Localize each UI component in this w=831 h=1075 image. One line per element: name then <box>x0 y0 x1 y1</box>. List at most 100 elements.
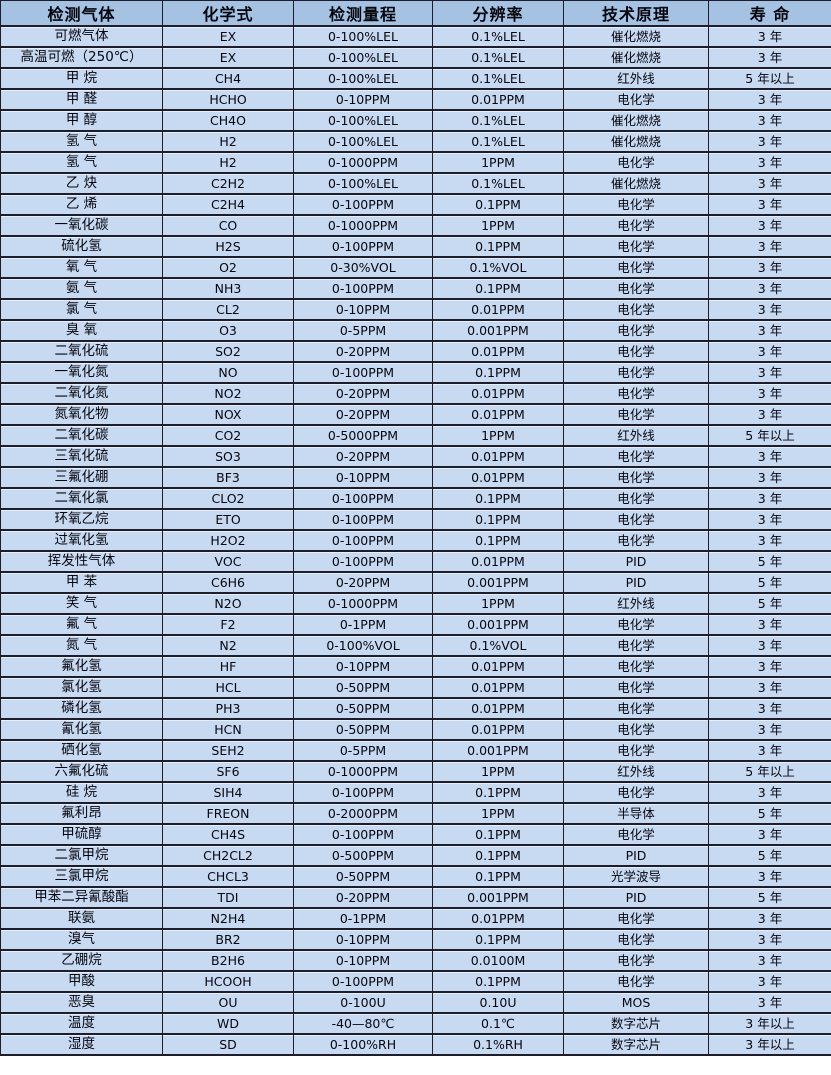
cell-formula: HCHO <box>162 88 294 111</box>
cell-gas: 氰化氢 <box>0 718 163 741</box>
cell-principle: 数字芯片 <box>563 1033 709 1056</box>
cell-principle: 电化学 <box>563 88 709 111</box>
cell-range: 0-20PPM <box>293 571 433 594</box>
cell-range: 0-1000PPM <box>293 151 433 174</box>
cell-formula: HCOOH <box>162 970 294 993</box>
cell-resolution: 0.001PPM <box>432 739 564 762</box>
cell-formula: CH4 <box>162 67 294 90</box>
cell-resolution: 0.01PPM <box>432 550 564 573</box>
table-row: 氢 气 H2 0-1000PPM 1PPM 电化学 3 年 <box>0 151 831 174</box>
cell-principle: 电化学 <box>563 403 709 426</box>
cell-gas: 硫化氢 <box>0 235 163 258</box>
cell-lifespan: 3 年 <box>708 130 831 153</box>
cell-lifespan: 3 年 <box>708 172 831 195</box>
cell-lifespan: 3 年 <box>708 718 831 741</box>
cell-principle: 电化学 <box>563 235 709 258</box>
cell-principle: 电化学 <box>563 508 709 531</box>
cell-gas: 一氧化氮 <box>0 361 163 384</box>
cell-formula: NO <box>162 361 294 384</box>
table-row: 高温可燃（250℃） EX 0-100%LEL 0.1%LEL 催化燃烧 3 年 <box>0 46 831 69</box>
cell-formula: BF3 <box>162 466 294 489</box>
cell-range: 0-10PPM <box>293 88 433 111</box>
col-header-resolution: 分辨率 <box>432 0 564 27</box>
cell-range: 0-10PPM <box>293 928 433 951</box>
cell-principle: PID <box>563 886 709 909</box>
cell-range: 0-1000PPM <box>293 760 433 783</box>
cell-formula: NH3 <box>162 277 294 300</box>
cell-range: 0-100PPM <box>293 529 433 552</box>
cell-lifespan: 3 年 <box>708 256 831 279</box>
cell-formula: C6H6 <box>162 571 294 594</box>
cell-gas: 氢 气 <box>0 151 163 174</box>
cell-formula: VOC <box>162 550 294 573</box>
col-header-gas: 检测气体 <box>0 0 163 27</box>
cell-formula: CH4O <box>162 109 294 132</box>
cell-gas: 高温可燃（250℃） <box>0 46 163 69</box>
cell-gas: 一氧化碳 <box>0 214 163 237</box>
cell-resolution: 0.01PPM <box>432 298 564 321</box>
table-row: 氯 气 CL2 0-10PPM 0.01PPM 电化学 3 年 <box>0 298 831 321</box>
cell-principle: 电化学 <box>563 151 709 174</box>
cell-resolution: 0.001PPM <box>432 886 564 909</box>
cell-resolution: 0.1PPM <box>432 823 564 846</box>
cell-range: 0-10PPM <box>293 466 433 489</box>
cell-resolution: 0.1%VOL <box>432 634 564 657</box>
cell-resolution: 1PPM <box>432 424 564 447</box>
cell-resolution: 0.01PPM <box>432 88 564 111</box>
table-row: 环氧乙烷 ETO 0-100PPM 0.1PPM 电化学 3 年 <box>0 508 831 531</box>
cell-resolution: 0.001PPM <box>432 319 564 342</box>
cell-principle: 红外线 <box>563 760 709 783</box>
cell-principle: PID <box>563 550 709 573</box>
cell-lifespan: 3 年 <box>708 676 831 699</box>
table-row: 二氧化硫 SO2 0-20PPM 0.01PPM 电化学 3 年 <box>0 340 831 363</box>
table-row: 挥发性气体 VOC 0-100PPM 0.01PPM PID 5 年 <box>0 550 831 573</box>
cell-formula: H2S <box>162 235 294 258</box>
table-row: 甲 醛 HCHO 0-10PPM 0.01PPM 电化学 3 年 <box>0 88 831 111</box>
table-row: 臭 氧 O3 0-5PPM 0.001PPM 电化学 3 年 <box>0 319 831 342</box>
cell-gas: 过氧化氢 <box>0 529 163 552</box>
cell-range: 0-100PPM <box>293 487 433 510</box>
cell-range: 0-50PPM <box>293 718 433 741</box>
cell-formula: NOX <box>162 403 294 426</box>
cell-principle: 电化学 <box>563 781 709 804</box>
cell-range: 0-100%VOL <box>293 634 433 657</box>
cell-formula: CH2CL2 <box>162 844 294 867</box>
table-row: 甲硫醇 CH4S 0-100PPM 0.1PPM 电化学 3 年 <box>0 823 831 846</box>
cell-resolution: 1PPM <box>432 214 564 237</box>
cell-formula: PH3 <box>162 697 294 720</box>
cell-resolution: 0.0100M <box>432 949 564 972</box>
cell-formula: H2 <box>162 151 294 174</box>
table-row: 甲苯二异氰酸酯 TDI 0-20PPM 0.001PPM PID 5 年 <box>0 886 831 909</box>
cell-resolution: 0.01PPM <box>432 676 564 699</box>
cell-formula: H2 <box>162 130 294 153</box>
cell-formula: SO2 <box>162 340 294 363</box>
cell-formula: HCL <box>162 676 294 699</box>
cell-gas: 甲酸 <box>0 970 163 993</box>
cell-gas: 甲硫醇 <box>0 823 163 846</box>
table-row: 氟利昂 FREON 0-2000PPM 1PPM 半导体 5 年 <box>0 802 831 825</box>
table-row: 氯化氢 HCL 0-50PPM 0.01PPM 电化学 3 年 <box>0 676 831 699</box>
cell-lifespan: 3 年 <box>708 193 831 216</box>
cell-gas: 氧 气 <box>0 256 163 279</box>
cell-principle: 催化燃烧 <box>563 130 709 153</box>
cell-lifespan: 3 年 <box>708 151 831 174</box>
table-row: 氢 气 H2 0-100%LEL 0.1%LEL 催化燃烧 3 年 <box>0 130 831 153</box>
cell-lifespan: 3 年 <box>708 466 831 489</box>
cell-gas: 二氧化氯 <box>0 487 163 510</box>
table-row: 三氯甲烷 CHCL3 0-50PPM 0.1PPM 光学波导 3 年 <box>0 865 831 888</box>
cell-range: 0-100%LEL <box>293 109 433 132</box>
cell-resolution: 0.1%VOL <box>432 256 564 279</box>
cell-formula: O2 <box>162 256 294 279</box>
cell-resolution: 1PPM <box>432 760 564 783</box>
table-row: 过氧化氢 H2O2 0-100PPM 0.1PPM 电化学 3 年 <box>0 529 831 552</box>
cell-range: 0-100%LEL <box>293 25 433 48</box>
cell-range: 0-100PPM <box>293 550 433 573</box>
cell-lifespan: 3 年 <box>708 697 831 720</box>
table-body: 可燃气体 EX 0-100%LEL 0.1%LEL 催化燃烧 3 年高温可燃（250℃） E… <box>0 25 831 1056</box>
cell-gas: 三氧化硫 <box>0 445 163 468</box>
cell-resolution: 0.1PPM <box>432 508 564 531</box>
cell-range: 0-1PPM <box>293 613 433 636</box>
cell-gas: 氨 气 <box>0 277 163 300</box>
table-row: 一氧化碳 CO 0-1000PPM 1PPM 电化学 3 年 <box>0 214 831 237</box>
cell-resolution: 0.1PPM <box>432 928 564 951</box>
